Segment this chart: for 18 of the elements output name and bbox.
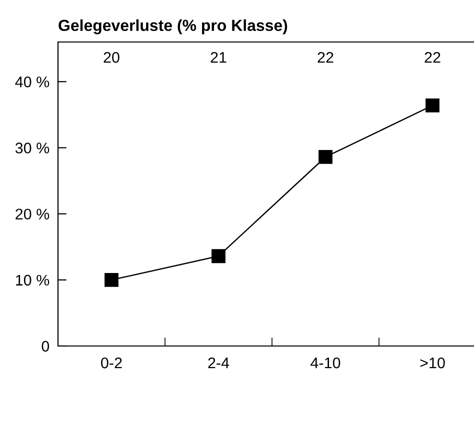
y-tick-label: 30 % xyxy=(15,142,50,154)
point xyxy=(426,98,440,112)
annotation: 21 xyxy=(210,52,226,63)
point xyxy=(318,150,332,164)
x-tick-label: >10 xyxy=(420,358,445,368)
y-tick-label: 10 % xyxy=(16,274,50,286)
annotation: 22 xyxy=(318,52,334,63)
y-tick-label: 20 % xyxy=(16,208,50,220)
y-tick-label: 40 % xyxy=(15,76,50,88)
point xyxy=(104,272,118,287)
x-tick-label: 0-2 xyxy=(101,358,122,368)
x-tick-label: 2-4 xyxy=(208,358,230,368)
y-tick-label: 0 xyxy=(42,340,50,352)
chart-title: Gelegeverluste (% pro Klasse) xyxy=(58,19,288,34)
annotation: 22 xyxy=(424,52,440,63)
annotation: 20 xyxy=(104,52,120,63)
point xyxy=(212,249,226,264)
x-tick-label: 4-10 xyxy=(310,358,340,368)
